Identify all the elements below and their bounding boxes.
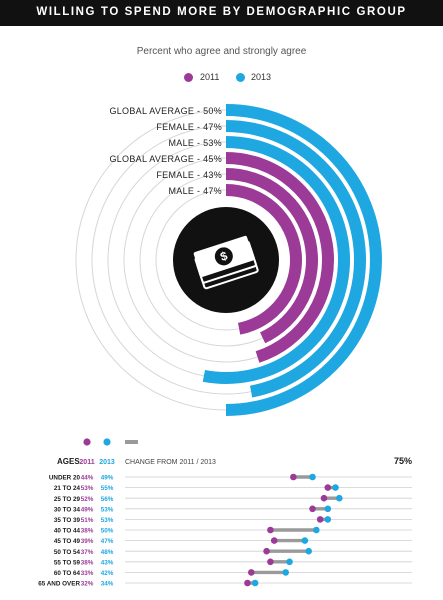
point-2013 (301, 537, 309, 544)
legend-2011-label: 2011 (200, 72, 220, 82)
value-2011-label: 33% (81, 570, 94, 577)
value-2011-label: 39% (81, 538, 94, 545)
svg-text:$: $ (218, 249, 229, 264)
dumbbell-chart: AGES 2011 2013 CHANGE FROM 2011 / 2013 7… (38, 438, 412, 588)
chart-title: WILLING TO SPEND MORE BY DEMOGRAPHIC GRO… (36, 6, 407, 18)
point-2011 (267, 526, 274, 534)
value-2011-label: 53% (81, 485, 94, 492)
age-label: 40 TO 44 (54, 528, 81, 535)
age-label: 30 TO 34 (54, 506, 81, 513)
value-2013-label: 42% (101, 570, 114, 577)
axis-max-label: 75% (394, 456, 412, 466)
point-2013 (324, 505, 332, 513)
money-stack-icon: $ (193, 235, 259, 290)
point-2013 (282, 569, 290, 576)
point-2011 (324, 484, 332, 491)
age-label: UNDER 20 (49, 475, 81, 482)
point-2011 (244, 579, 251, 587)
chart-subtitle: Percent who agree and strongly agree (136, 46, 307, 57)
value-2013-label: 34% (101, 581, 114, 588)
point-2011 (267, 558, 274, 566)
age-label: 21 TO 24 (54, 485, 81, 492)
value-2011-label: 51% (81, 517, 94, 524)
ring-arc (225, 168, 318, 344)
value-2011-label: 38% (81, 528, 94, 535)
ring-label: FEMALE - 47% (156, 122, 222, 132)
point-2013 (332, 484, 339, 491)
age-label: 35 TO 39 (54, 517, 81, 524)
value-2013-label: 53% (101, 517, 114, 524)
value-2011-label: 37% (81, 549, 94, 556)
dumbbell-legend (83, 438, 138, 446)
ring-arc (225, 120, 366, 398)
point-2013 (305, 547, 312, 555)
point-2011 (263, 547, 270, 555)
col-2013-header: 2013 (99, 459, 115, 466)
ring-label: MALE - 47% (168, 186, 222, 196)
point-2013 (335, 494, 343, 502)
value-2013-label: 53% (101, 506, 114, 513)
title-bar: WILLING TO SPEND MORE BY DEMOGRAPHIC GRO… (0, 0, 443, 26)
age-label: 65 AND OVER (38, 581, 80, 588)
legend-2013-swatch (236, 73, 245, 82)
age-label: 25 TO 29 (54, 496, 81, 503)
value-2013-label: 47% (101, 538, 114, 545)
legend-dot-2013 (103, 438, 111, 446)
point-2013 (251, 579, 259, 587)
ring-arc (202, 136, 350, 384)
value-2013-label: 49% (101, 475, 114, 482)
point-2013 (324, 516, 332, 523)
age-label: 45 TO 49 (54, 538, 81, 545)
value-2013-label: 48% (101, 549, 114, 556)
value-2011-label: 38% (81, 559, 94, 566)
value-2013-label: 43% (101, 559, 114, 566)
ring-label: GLOBAL AVERAGE - 50% (109, 106, 222, 116)
radial-chart: GLOBAL AVERAGE - 50% FEMALE - 47% MALE - 5… (75, 104, 382, 416)
ring-arc (225, 184, 302, 335)
legend-dot-2011 (83, 438, 91, 446)
legend-change-swatch (125, 440, 138, 444)
point-2011 (270, 537, 278, 544)
point-2013 (286, 558, 293, 566)
age-label: 55 TO 59 (54, 559, 81, 566)
value-2011-label: 49% (81, 506, 94, 513)
age-label: 60 TO 64 (54, 570, 81, 577)
age-label: 50 TO 54 (54, 549, 81, 556)
value-2011-label: 32% (81, 581, 94, 588)
point-2011 (316, 516, 324, 523)
point-2013 (313, 526, 320, 534)
col-2011-header: 2011 (79, 459, 94, 466)
value-2011-label: 52% (81, 496, 94, 503)
legend-2011-swatch (184, 73, 193, 82)
point-2013 (309, 473, 316, 481)
value-2011-label: 44% (81, 475, 94, 482)
value-2013-label: 50% (101, 528, 114, 535)
value-2013-label: 56% (101, 496, 114, 503)
point-2011 (247, 569, 255, 576)
top-legend: 2011 2013 (0, 71, 443, 85)
point-2011 (320, 494, 328, 502)
ring-arc (225, 152, 334, 363)
ring-label: FEMALE - 43% (156, 170, 222, 180)
ring-label: GLOBAL AVERAGE - 45% (109, 154, 222, 164)
ages-header: AGES (57, 457, 80, 466)
value-2013-label: 55% (101, 485, 114, 492)
point-2011 (309, 505, 316, 513)
change-header: CHANGE FROM 2011 / 2013 (125, 459, 216, 466)
point-2011 (290, 473, 297, 481)
legend-2013-label: 2013 (251, 72, 272, 82)
ring-label: MALE - 53% (168, 138, 222, 148)
ring-arc (225, 104, 382, 416)
